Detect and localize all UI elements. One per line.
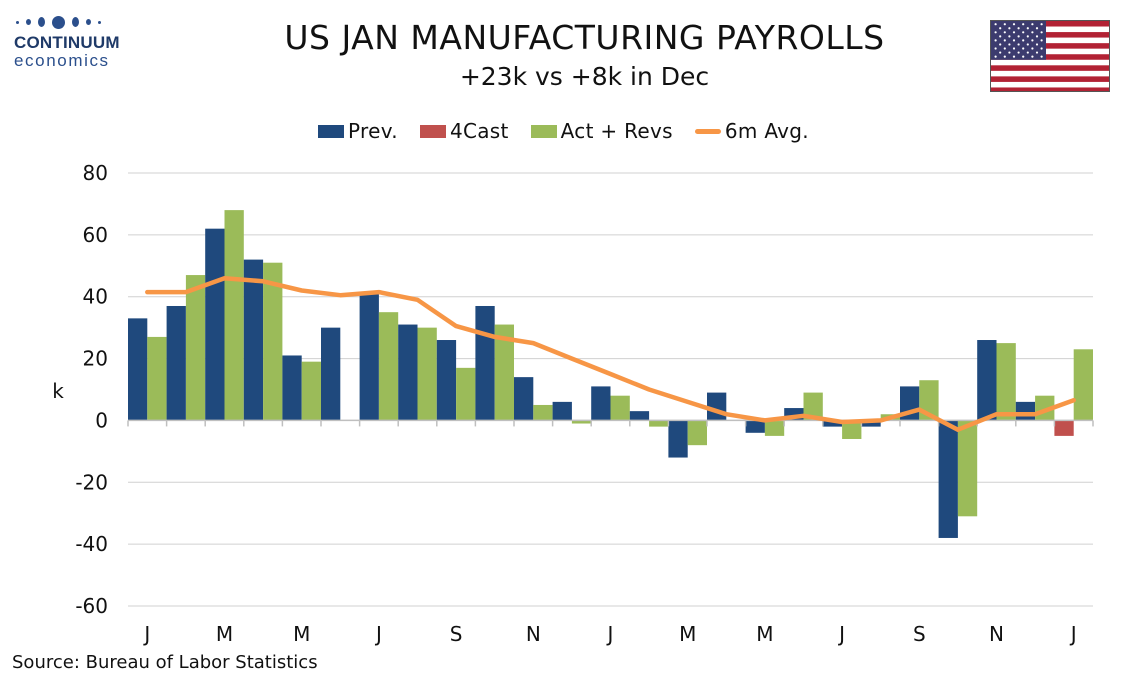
logo-dots (14, 14, 134, 30)
y-tick-label: 80 (83, 161, 108, 185)
logo-name: CONTINUUM (14, 33, 120, 52)
bar-prev (205, 228, 225, 421)
bar-prev (629, 411, 650, 421)
legend-item-prev: Prev. (318, 119, 398, 143)
bar-prev (1015, 401, 1036, 421)
y-tick-label: -20 (75, 470, 108, 494)
legend-item-actual: Act + Revs (530, 119, 673, 143)
bar-actual (494, 324, 514, 421)
legend-label-actual: Act + Revs (560, 119, 673, 143)
legend-swatch-forecast (419, 124, 446, 138)
bar-prev (977, 340, 997, 421)
bar-prev (552, 401, 572, 421)
chart-subtitle: +23k vs +8k in Dec (459, 62, 710, 91)
bar-prev (436, 340, 457, 421)
bar-prev (938, 420, 958, 538)
bar-actual (1073, 349, 1093, 421)
line-6m-avg (145, 275, 1076, 432)
bar-prev (861, 420, 881, 427)
x-tick-label: M (756, 622, 773, 646)
y-tick-label: 60 (83, 223, 108, 247)
legend-swatch-actual (530, 124, 557, 138)
bar-prev (514, 377, 534, 421)
y-tick-label: -40 (75, 532, 108, 556)
legend-swatch-prev (318, 124, 344, 138)
bar-prev (321, 327, 341, 421)
bar-forecast (1054, 420, 1074, 436)
x-tick-label: J (142, 622, 150, 646)
legend-label-prev: Prev. (348, 119, 398, 143)
bar-actual (185, 275, 206, 421)
bar-prev (707, 392, 727, 421)
bar-prev (398, 324, 418, 421)
y-tick-label: -60 (75, 594, 108, 618)
x-tick-label: M (216, 622, 233, 646)
x-tick-label: S (913, 622, 926, 646)
x-tick-label: M (293, 622, 310, 646)
bar-actual (147, 336, 167, 421)
x-tick-label: J (1069, 622, 1077, 646)
legend-label-avg: 6m Avg. (724, 119, 809, 143)
chart-title: US JAN MANUFACTURING PAYROLLS (284, 18, 885, 57)
bar-prev (668, 420, 688, 458)
bar-prev (822, 420, 843, 427)
us-flag-icon (990, 20, 1110, 92)
legend-item-forecast: 4Cast (419, 119, 509, 143)
x-tick-label: N (989, 622, 1004, 646)
bar-actual (687, 420, 707, 446)
logo: CONTINUUM economics (14, 14, 134, 71)
logo-sub: economics (14, 51, 110, 70)
bar-actual (456, 367, 476, 421)
bar-actual (533, 404, 553, 421)
legend-line-avg (694, 128, 721, 134)
x-tick-label: J (837, 622, 845, 646)
bar-actual (224, 210, 244, 421)
bar-actual (996, 343, 1016, 421)
y-tick-label: 40 (83, 285, 108, 309)
bar-prev (128, 318, 148, 421)
y-axis-label: k (52, 379, 64, 403)
bar-actual (957, 420, 978, 517)
bar-prev (475, 305, 495, 421)
bar-actual (842, 420, 862, 439)
y-tick-label: 20 (83, 347, 108, 371)
bar-actual (417, 327, 437, 421)
y-tick-label: 0 (95, 408, 108, 432)
bar-actual (571, 420, 592, 424)
bar-prev (591, 386, 611, 421)
x-tick-label: M (679, 622, 696, 646)
bar-prev (359, 293, 379, 421)
legend-label-forecast: 4Cast (449, 119, 509, 143)
legend-item-avg: 6m Avg. (694, 119, 809, 143)
bar-prev (745, 420, 765, 433)
x-tick-label: S (450, 622, 463, 646)
bar-prev (282, 355, 302, 421)
bar-actual (301, 361, 321, 421)
bar-actual (263, 262, 283, 421)
source-note: Source: Bureau of Labor Statistics (12, 652, 318, 673)
x-tick-label: N (526, 622, 541, 646)
bar-prev (166, 305, 186, 421)
bar-actual (649, 420, 669, 427)
bar-actual (610, 395, 630, 421)
chart-legend: Prev. 4Cast Act + Revs 6m Avg. (318, 119, 831, 143)
x-tick-label: J (606, 622, 614, 646)
bar-prev (243, 259, 264, 421)
bar-actual (803, 392, 823, 421)
x-tick-label: J (374, 622, 382, 646)
bar-actual (764, 420, 785, 436)
bar-actual (378, 312, 399, 421)
